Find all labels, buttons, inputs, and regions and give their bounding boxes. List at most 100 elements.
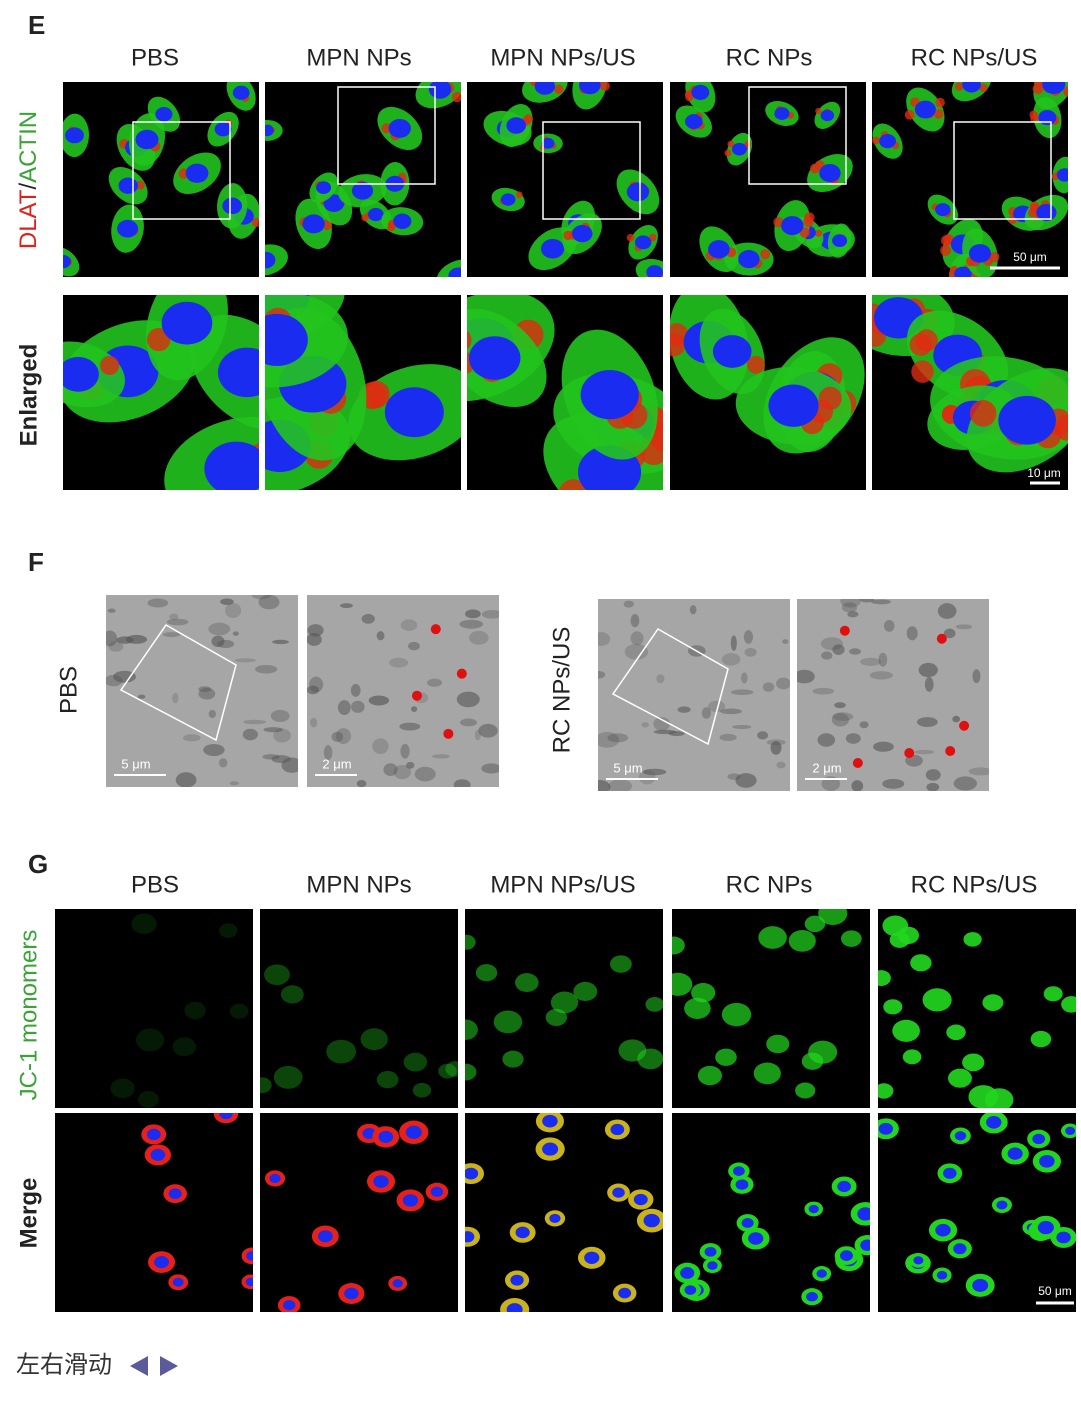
nucleus (878, 1122, 893, 1135)
organelle (356, 780, 367, 787)
row-label: Enlarged (15, 344, 42, 447)
nucleus (118, 177, 138, 194)
nucleus (448, 267, 461, 277)
inset-box (542, 121, 641, 220)
dlat (523, 114, 533, 124)
nucleus (1065, 1126, 1076, 1135)
organelle (918, 662, 938, 678)
micrograph (670, 82, 866, 277)
nucleus (316, 181, 332, 194)
nucleus (935, 203, 951, 217)
nucleus (962, 82, 981, 93)
organelle (460, 718, 478, 727)
micrograph (467, 295, 663, 490)
dlat (1068, 165, 1075, 172)
organelle (372, 738, 389, 755)
organelle (270, 709, 290, 722)
cell (376, 1070, 399, 1089)
dlat (554, 84, 564, 95)
cell (818, 909, 848, 926)
label-part: DLAT (15, 189, 42, 249)
nucleus (806, 1291, 818, 1302)
micrograph (55, 909, 253, 1108)
cell (968, 1085, 999, 1108)
nucleus (738, 250, 760, 269)
nucleus (185, 163, 209, 183)
organelle (730, 689, 754, 696)
micrograph (265, 82, 461, 277)
cell (962, 1053, 985, 1072)
cell (840, 930, 862, 947)
organelle (218, 758, 228, 768)
organelle (926, 782, 940, 791)
micrograph (55, 1113, 253, 1312)
cell (550, 991, 579, 1014)
dlat (147, 327, 171, 352)
nucleus (913, 1256, 924, 1265)
organelle (232, 631, 239, 636)
nucleus (935, 1223, 951, 1237)
cell (445, 1061, 458, 1077)
cell (219, 923, 238, 938)
organelle (743, 630, 754, 644)
cell (131, 913, 157, 934)
organelle (776, 677, 790, 690)
column-label: MPN NPs (306, 44, 411, 71)
nucleus (735, 1179, 749, 1190)
dlat (135, 180, 145, 190)
organelle (255, 664, 278, 674)
swipe-hint: 左右滑动 (16, 1351, 112, 1378)
organelle (307, 633, 322, 646)
prev-arrow[interactable] (130, 1356, 148, 1376)
organelle (845, 733, 861, 744)
scale-label: 50 μm (1013, 250, 1047, 264)
organelle (757, 731, 769, 740)
nucleus (584, 1251, 600, 1264)
next-arrow[interactable] (160, 1356, 178, 1376)
cell (691, 983, 716, 1003)
arrow-marker (430, 624, 441, 635)
cell (137, 1090, 159, 1108)
organelle (776, 761, 786, 769)
cell (465, 934, 476, 950)
organelle (860, 657, 882, 666)
dlat (760, 249, 771, 260)
nucleus (146, 1128, 161, 1141)
nucleus (684, 1285, 697, 1295)
dlat (933, 109, 944, 119)
organelle (258, 595, 280, 610)
inset-box (748, 86, 847, 185)
organelle (653, 717, 671, 731)
nucleus (732, 1166, 745, 1176)
nucleus (506, 117, 526, 134)
nucleus (708, 240, 730, 259)
cell (910, 954, 932, 972)
nucleus (323, 194, 345, 212)
nucleus (534, 82, 556, 95)
organelle (972, 669, 981, 684)
nucleus (580, 369, 639, 420)
nucleus (269, 1173, 281, 1183)
nucleus (1056, 1231, 1071, 1244)
organelle (968, 767, 989, 776)
dlat (1069, 174, 1076, 181)
organelle (481, 763, 499, 774)
nucleus (646, 265, 663, 277)
column-label: RC NPs (726, 44, 813, 71)
cell (672, 972, 693, 996)
nucleus (1038, 109, 1057, 126)
organelle (859, 721, 869, 729)
nucleus (168, 1188, 182, 1199)
cell (515, 973, 539, 993)
organelle (408, 641, 420, 651)
nucleus (402, 1194, 419, 1207)
organelle (465, 609, 481, 619)
nucleus (172, 1277, 184, 1287)
cell (475, 964, 498, 982)
organelle (147, 598, 169, 608)
micrograph (260, 1113, 458, 1312)
scale-label: 50 μm (1038, 1284, 1072, 1298)
cell (573, 981, 598, 1002)
row-label: PBS (55, 666, 82, 714)
nucleus (707, 1261, 718, 1270)
